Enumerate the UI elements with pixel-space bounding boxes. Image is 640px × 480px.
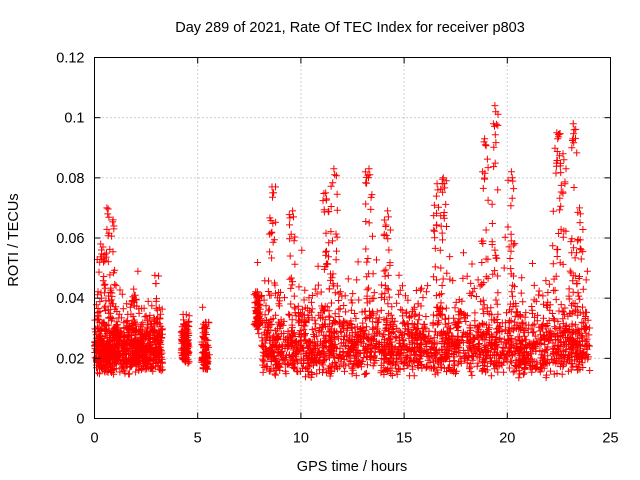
x-tick-label: 10 [293,431,309,447]
axis-ticks: 0 5 10 15 20 25 0 0.02 0.04 0.06 0.08 0.1 0.12 [56,51,618,447]
x-tick-label: 15 [396,431,412,447]
x-axis-label: GPS time / hours [297,459,407,475]
y-tick-label: 0.06 [56,231,84,247]
x-tick-label: 5 [194,431,202,447]
y-tick-label: 0.04 [56,291,84,307]
x-tick-label: 20 [499,431,515,447]
chart-title: Day 289 of 2021, Rate Of TEC Index for r… [175,20,525,36]
y-tick-label: 0.02 [56,351,84,367]
x-tick-label: 0 [90,431,98,447]
y-tick-label: 0.1 [64,111,84,127]
x-tick-label: 25 [602,431,618,447]
y-axis-label: ROTI / TECUs [6,193,22,286]
y-tick-label: 0 [76,412,84,428]
y-tick-label: 0.12 [56,51,84,67]
data-points [91,102,594,382]
roti-data-markers [91,102,594,382]
y-tick-label: 0.08 [56,171,84,187]
